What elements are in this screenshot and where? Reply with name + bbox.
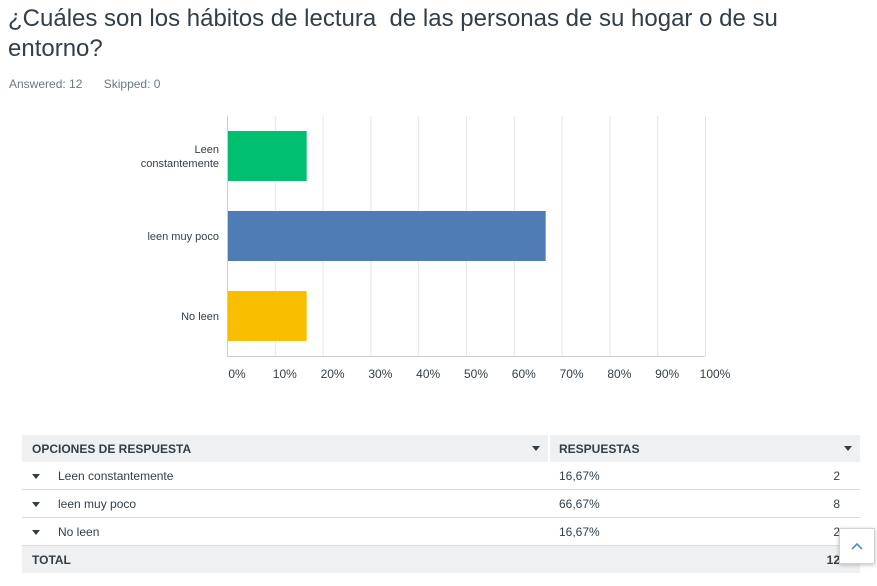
answered-count: Answered: 12 <box>9 77 83 91</box>
question-title: ¿Cuáles son los hábitos de lectura de la… <box>8 5 785 62</box>
caret-down-icon[interactable] <box>32 502 40 507</box>
bar-chart: Leen constantemente leen muy poco No leen 0… <box>141 116 731 381</box>
scroll-to-top-button[interactable] <box>839 528 875 564</box>
x-tick-label: 30% <box>368 367 392 381</box>
total-count: 12 <box>826 552 840 567</box>
x-tick-label: 100% <box>700 367 731 381</box>
x-tick-label: 60% <box>512 367 536 381</box>
responses-table: OPCIONES DE RESPUESTA RESPUESTAS Leen co… <box>22 435 860 573</box>
bar[interactable] <box>227 131 307 181</box>
row-option: No leen <box>58 524 100 539</box>
category-label: No leen <box>181 311 219 323</box>
row-count: 2 <box>833 524 840 539</box>
skipped-count: Skipped: 0 <box>103 77 161 91</box>
bar[interactable] <box>227 211 546 261</box>
caret-down-icon[interactable] <box>844 446 852 451</box>
x-tick-label: 10% <box>273 367 297 381</box>
header-options[interactable]: OPCIONES DE RESPUESTA <box>32 441 192 456</box>
caret-down-icon[interactable] <box>32 530 40 535</box>
caret-down-icon[interactable] <box>32 474 40 479</box>
row-option: leen muy poco <box>58 496 137 511</box>
table-header: OPCIONES DE RESPUESTA RESPUESTAS <box>22 435 860 462</box>
response-stats: Answered: 12 Skipped: 0 <box>9 77 178 91</box>
x-tick-label: 90% <box>655 367 679 381</box>
table-total-row: TOTAL 12 <box>22 546 860 573</box>
caret-down-icon[interactable] <box>532 446 540 451</box>
chart-bars <box>227 131 546 341</box>
x-tick-label: 50% <box>464 367 488 381</box>
row-count: 8 <box>833 496 840 511</box>
row-percent: 16,67% <box>559 468 600 483</box>
header-divider <box>548 435 550 462</box>
row-option: Leen constantemente <box>58 468 174 483</box>
category-label: Leen constantemente <box>141 144 219 170</box>
chevron-up-icon <box>851 542 863 550</box>
chart-category-labels: Leen constantemente leen muy poco No leen <box>141 144 219 323</box>
x-tick-label: 80% <box>607 367 631 381</box>
x-tick-label: 40% <box>416 367 440 381</box>
header-responses[interactable]: RESPUESTAS <box>559 441 640 456</box>
x-tick-label: 70% <box>560 367 584 381</box>
category-label: leen muy poco <box>147 231 219 243</box>
table-row: No leen 16,67% 2 <box>22 518 860 546</box>
bar[interactable] <box>227 291 307 341</box>
table-row: leen muy poco 66,67% 8 <box>22 490 860 518</box>
row-percent: 66,67% <box>559 496 600 511</box>
row-percent: 16,67% <box>559 524 600 539</box>
table-row: Leen constantemente 16,67% 2 <box>22 462 860 490</box>
x-tick-label: 0% <box>228 367 246 381</box>
row-count: 2 <box>833 468 840 483</box>
chart-tick-labels: 0% 10% 20% 30% 40% 50% 60% 70% 80% 90% 100% <box>228 367 730 381</box>
x-tick-label: 20% <box>321 367 345 381</box>
total-label: TOTAL <box>32 552 71 567</box>
